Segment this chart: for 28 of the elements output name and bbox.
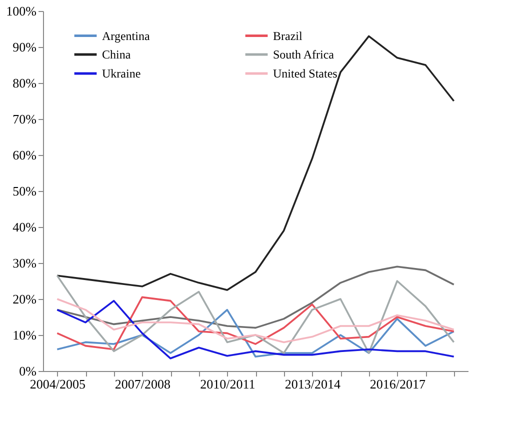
line-series bbox=[56, 274, 455, 354]
legend-label: Brazil bbox=[273, 28, 303, 43]
line-series bbox=[56, 308, 455, 358]
line-series bbox=[56, 300, 455, 360]
legend-label: United States bbox=[273, 66, 338, 80]
y-tick-label: 90% bbox=[12, 40, 37, 54]
x-tick-label: 2010/2011 bbox=[200, 376, 256, 392]
line-series bbox=[56, 298, 455, 344]
x-tick-label: 2007/2008 bbox=[114, 376, 170, 392]
x-tick-label: 2013/2014 bbox=[284, 376, 341, 392]
x-tick-label: 2016/2017 bbox=[370, 376, 426, 392]
y-tick-label: 60% bbox=[12, 148, 37, 162]
y-tick-label: 70% bbox=[12, 112, 37, 126]
legend-label: South Africa bbox=[273, 48, 335, 62]
legend-label: Argentina bbox=[102, 28, 150, 43]
line-series bbox=[56, 296, 455, 350]
legend-label: China bbox=[102, 48, 132, 62]
y-tick-label: 50% bbox=[12, 184, 37, 198]
line-series bbox=[56, 266, 455, 329]
y-tick-label: 20% bbox=[12, 292, 37, 306]
y-tick-label: 30% bbox=[12, 256, 37, 270]
y-tick-label: 10% bbox=[12, 328, 37, 342]
legend-label: Ukraine bbox=[102, 66, 141, 80]
y-tick-label: 40% bbox=[12, 220, 37, 234]
y-tick-label: 80% bbox=[12, 76, 37, 90]
y-tick-label: 0% bbox=[19, 364, 37, 378]
x-tick-label: 2004/2005 bbox=[30, 376, 86, 392]
y-tick-label: 100% bbox=[6, 4, 37, 18]
